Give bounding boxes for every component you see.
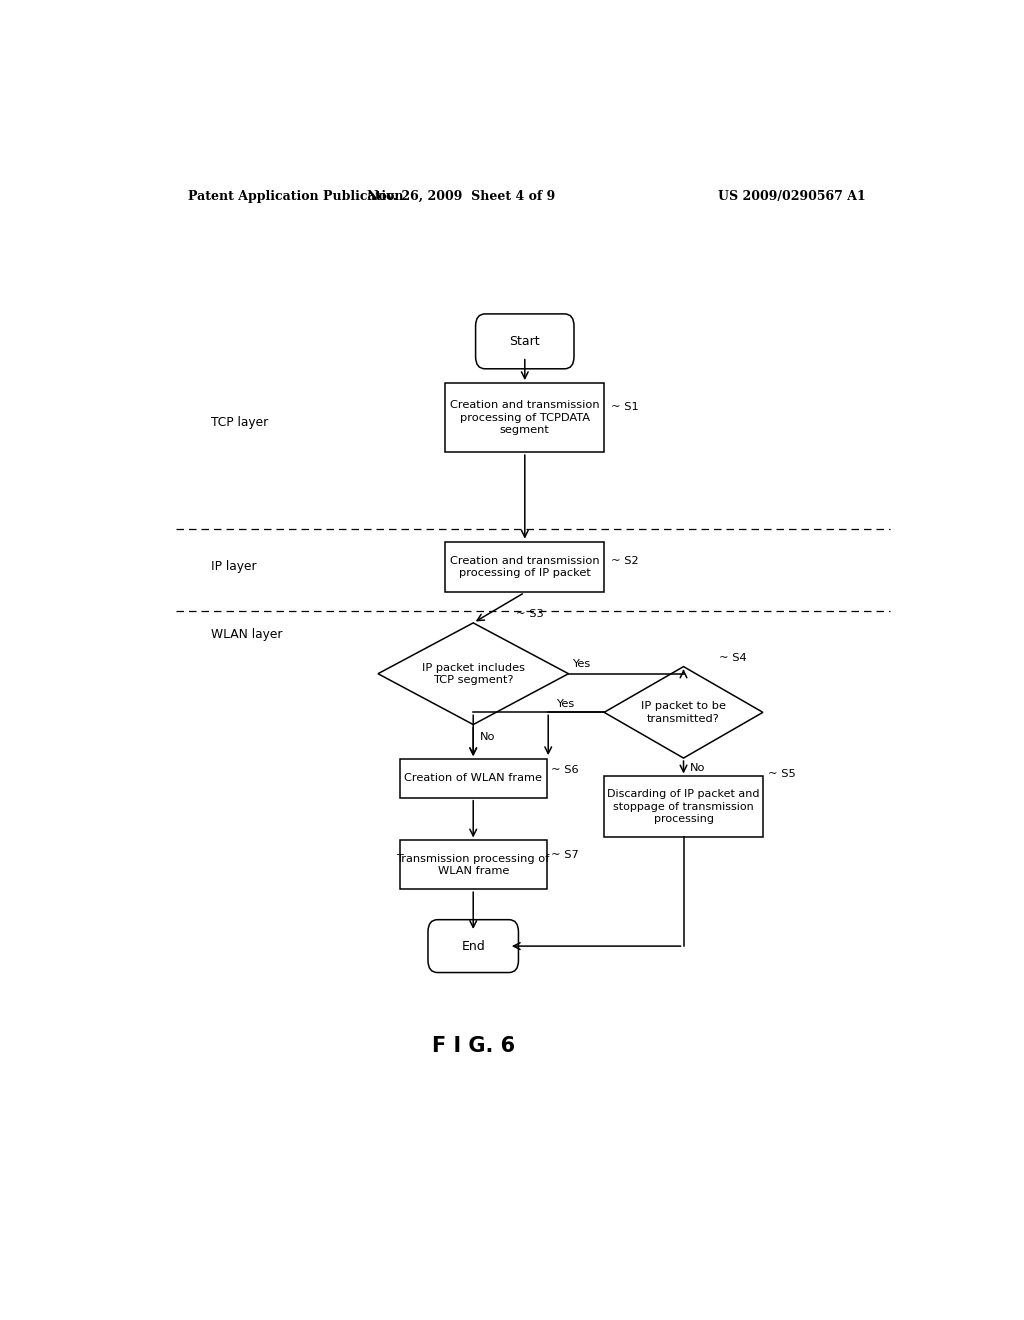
Text: US 2009/0290567 A1: US 2009/0290567 A1 — [718, 190, 866, 202]
Text: F I G. 6: F I G. 6 — [432, 1036, 515, 1056]
Polygon shape — [378, 623, 568, 725]
Text: Creation of WLAN frame: Creation of WLAN frame — [404, 774, 543, 783]
FancyBboxPatch shape — [428, 920, 518, 973]
Text: ~ S6: ~ S6 — [551, 766, 579, 775]
Text: Nov. 26, 2009  Sheet 4 of 9: Nov. 26, 2009 Sheet 4 of 9 — [368, 190, 555, 202]
Text: IP packet includes
TCP segment?: IP packet includes TCP segment? — [422, 663, 524, 685]
Text: No: No — [690, 763, 706, 774]
Text: ~ S5: ~ S5 — [768, 770, 796, 779]
FancyBboxPatch shape — [604, 776, 763, 837]
Text: Start: Start — [510, 335, 540, 348]
Text: Creation and transmission
processing of IP packet: Creation and transmission processing of … — [450, 556, 600, 578]
Text: ~ S7: ~ S7 — [551, 850, 580, 859]
FancyBboxPatch shape — [445, 541, 604, 593]
Text: IP packet to be
transmitted?: IP packet to be transmitted? — [641, 701, 726, 723]
Text: Yes: Yes — [557, 700, 574, 709]
Text: Yes: Yes — [572, 659, 591, 668]
FancyBboxPatch shape — [475, 314, 574, 368]
FancyBboxPatch shape — [399, 841, 547, 890]
Polygon shape — [604, 667, 763, 758]
Text: ~ S1: ~ S1 — [610, 403, 638, 412]
Text: Patent Application Publication: Patent Application Publication — [187, 190, 403, 202]
Text: ~ S2: ~ S2 — [610, 556, 638, 566]
FancyBboxPatch shape — [445, 383, 604, 453]
Text: WLAN layer: WLAN layer — [211, 627, 283, 640]
Text: ~ S4: ~ S4 — [719, 652, 746, 663]
Text: Transmission processing of
WLAN frame: Transmission processing of WLAN frame — [396, 854, 550, 876]
Text: Discarding of IP packet and
stoppage of transmission
processing: Discarding of IP packet and stoppage of … — [607, 789, 760, 824]
Text: Creation and transmission
processing of TCPDATA
segment: Creation and transmission processing of … — [450, 400, 600, 436]
Text: ~ S3: ~ S3 — [516, 609, 544, 619]
Text: End: End — [462, 940, 485, 953]
FancyBboxPatch shape — [399, 759, 547, 797]
Text: TCP layer: TCP layer — [211, 416, 268, 429]
Text: IP layer: IP layer — [211, 561, 257, 573]
Text: No: No — [479, 731, 495, 742]
